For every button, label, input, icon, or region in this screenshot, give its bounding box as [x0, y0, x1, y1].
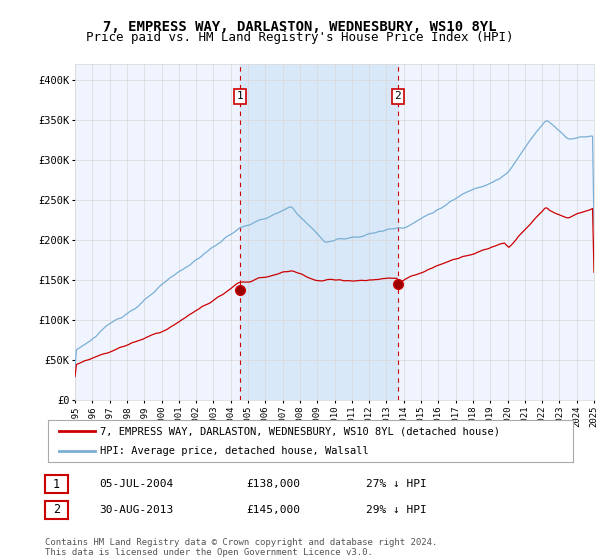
Text: £138,000: £138,000 [246, 479, 300, 489]
Text: 2: 2 [395, 91, 401, 101]
Text: 27% ↓ HPI: 27% ↓ HPI [366, 479, 427, 489]
Text: Contains HM Land Registry data © Crown copyright and database right 2024.
This d: Contains HM Land Registry data © Crown c… [45, 538, 437, 557]
Text: 1: 1 [236, 91, 244, 101]
Text: 7, EMPRESS WAY, DARLASTON, WEDNESBURY, WS10 8YL: 7, EMPRESS WAY, DARLASTON, WEDNESBURY, W… [103, 20, 497, 34]
Text: HPI: Average price, detached house, Walsall: HPI: Average price, detached house, Wals… [101, 446, 369, 456]
Text: 05-JUL-2004: 05-JUL-2004 [99, 479, 173, 489]
Bar [240, 64, 398, 400]
Text: 2: 2 [53, 503, 60, 516]
Text: 1: 1 [53, 478, 60, 491]
Text: 30-AUG-2013: 30-AUG-2013 [99, 505, 173, 515]
Text: 29% ↓ HPI: 29% ↓ HPI [366, 505, 427, 515]
Text: £145,000: £145,000 [246, 505, 300, 515]
Text: Price paid vs. HM Land Registry's House Price Index (HPI): Price paid vs. HM Land Registry's House … [86, 31, 514, 44]
Text: 7, EMPRESS WAY, DARLASTON, WEDNESBURY, WS10 8YL (detached house): 7, EMPRESS WAY, DARLASTON, WEDNESBURY, W… [101, 426, 500, 436]
